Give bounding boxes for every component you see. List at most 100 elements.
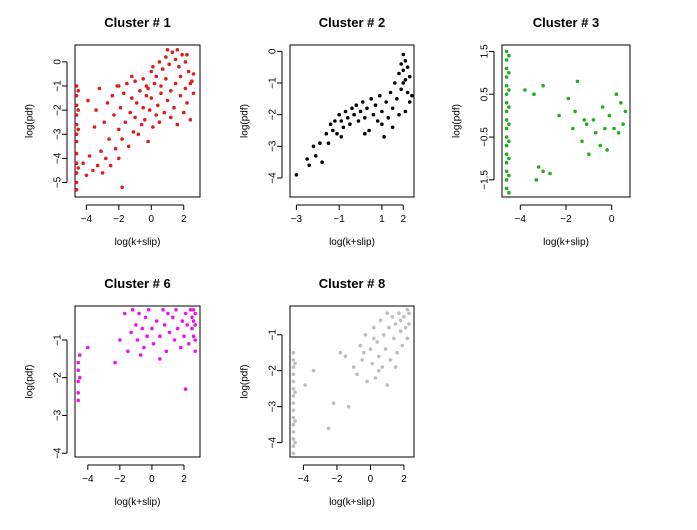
data-point — [339, 119, 344, 123]
data-point — [183, 60, 188, 64]
x-tick-label: −4 — [82, 474, 94, 485]
y-tick-label: −1 — [268, 77, 279, 89]
x-axis-label: log(k+slip) — [115, 237, 161, 248]
data-point — [143, 315, 148, 320]
data-point — [162, 323, 167, 327]
data-point — [91, 168, 95, 173]
data-point — [151, 342, 156, 346]
x-axis-label: log(k+slip) — [329, 497, 375, 508]
data-point — [159, 84, 163, 88]
y-tick-label: −1 — [53, 334, 64, 346]
data-point — [507, 53, 511, 58]
data-point — [504, 126, 509, 131]
plot-frame — [74, 44, 201, 198]
data-point — [157, 60, 162, 64]
data-point — [173, 57, 178, 62]
x-tick-label: −1 — [333, 214, 345, 225]
y-tick-label: −3 — [53, 409, 64, 421]
y-tick-label: 0 — [53, 59, 64, 65]
data-point — [74, 180, 79, 185]
data-point — [291, 408, 296, 413]
data-point — [614, 92, 619, 96]
data-point — [355, 372, 359, 377]
data-point — [580, 139, 584, 144]
data-point — [403, 325, 408, 330]
data-point — [74, 188, 79, 192]
data-point — [291, 372, 296, 377]
y-tick-label: −4 — [53, 447, 64, 459]
data-point — [504, 58, 509, 62]
data-point — [172, 338, 177, 342]
data-point — [150, 326, 154, 331]
data-point — [339, 135, 344, 139]
data-point — [320, 160, 324, 164]
data-point — [146, 308, 151, 312]
data-point — [548, 171, 552, 176]
data-point — [107, 137, 111, 141]
y-tick-label: −3 — [268, 140, 279, 152]
x-tick-label: 0 — [149, 474, 155, 485]
data-point — [113, 146, 118, 151]
data-point — [507, 190, 511, 195]
data-point — [141, 77, 145, 81]
data-point — [154, 113, 158, 117]
data-point — [326, 141, 331, 145]
data-point — [507, 139, 511, 144]
data-point — [188, 118, 193, 122]
y-tick-label: −5 — [53, 176, 64, 188]
x-tick-label: −3 — [291, 214, 303, 225]
data-point — [291, 422, 296, 427]
data-point — [291, 365, 296, 369]
data-point — [105, 101, 110, 105]
data-point — [130, 74, 134, 79]
data-point — [74, 113, 79, 117]
data-point — [385, 383, 390, 387]
data-point — [113, 360, 117, 365]
data-point — [76, 368, 80, 373]
data-point — [388, 90, 393, 95]
y-tick-label: −2 — [53, 372, 64, 384]
data-point — [375, 340, 379, 344]
data-point — [120, 185, 124, 190]
data-point — [393, 365, 398, 369]
data-point — [140, 326, 145, 331]
data-point — [166, 311, 170, 316]
data-point — [131, 130, 136, 134]
data-point — [117, 156, 121, 161]
data-point — [365, 379, 369, 384]
x-tick-label: 2 — [181, 214, 187, 225]
data-point — [311, 368, 316, 373]
data-point — [138, 353, 143, 357]
data-point — [97, 86, 102, 91]
x-tick-label: 2 — [401, 474, 407, 485]
y-axis-label: log(pdf) — [240, 365, 251, 399]
y-tick-label: −1 — [268, 329, 279, 341]
data-point — [382, 135, 386, 139]
data-point — [291, 379, 296, 384]
data-point — [397, 311, 401, 316]
data-point — [541, 83, 545, 88]
data-point — [507, 88, 511, 92]
data-point — [507, 173, 511, 178]
data-point — [372, 325, 376, 330]
y-tick-label: −3 — [53, 128, 64, 140]
y-tick-label: −4 — [268, 436, 279, 448]
data-point — [397, 112, 401, 117]
data-point — [187, 342, 191, 346]
data-point — [363, 116, 367, 120]
data-point — [378, 93, 382, 98]
data-point — [368, 347, 373, 351]
y-tick-label: −3 — [268, 401, 279, 413]
data-point — [126, 349, 130, 354]
y-tick-label: −0.5 — [480, 127, 491, 147]
data-point — [162, 110, 167, 115]
scatter-panel: Cluster # 2 −3 −1 1 2 −4 −3 −2 −1 0 log(k+slip) log… — [240, 15, 415, 248]
data-point — [135, 338, 140, 342]
data-point — [399, 87, 404, 92]
data-point — [291, 430, 296, 434]
data-point — [138, 89, 142, 93]
data-point — [129, 330, 133, 335]
data-point — [504, 66, 509, 71]
data-point — [161, 308, 165, 312]
data-point — [185, 52, 189, 57]
